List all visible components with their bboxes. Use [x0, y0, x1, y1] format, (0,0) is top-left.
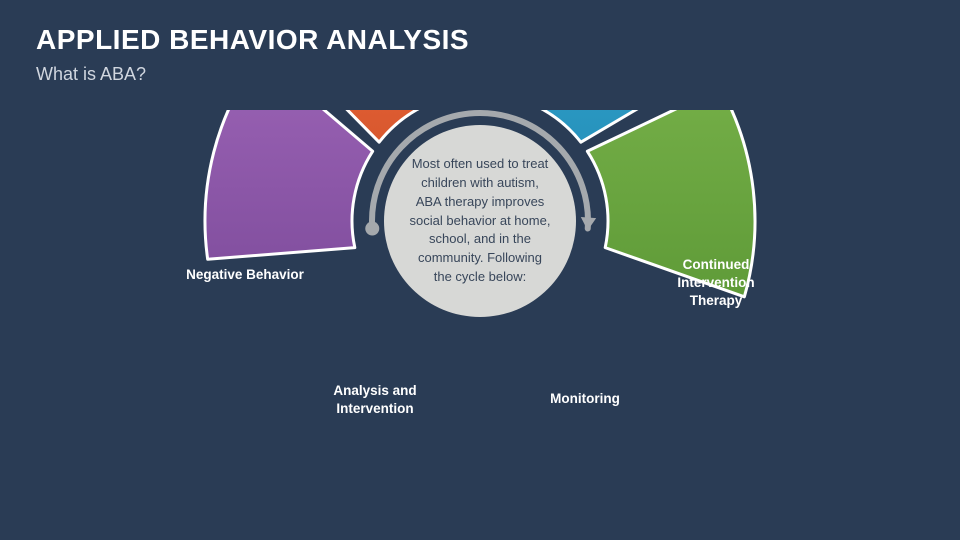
header: APPLIED BEHAVIOR ANALYSIS What is ABA?: [36, 24, 469, 85]
page-title: APPLIED BEHAVIOR ANALYSIS: [36, 24, 469, 56]
segment-label-2: Monitoring: [525, 390, 645, 408]
center-text: Most often used to treat children with a…: [408, 155, 552, 287]
cycle-diagram: Most often used to treat children with a…: [130, 110, 830, 530]
segment-label-3: Continued Intervention Therapy: [656, 256, 776, 311]
segment-label-0: Negative Behavior: [185, 266, 305, 284]
segment-label-1: Analysis and Intervention: [315, 382, 435, 418]
segment-0: [205, 110, 373, 259]
cycle-start-dot: [365, 222, 379, 236]
cycle-arrowhead-icon: [581, 217, 596, 231]
center-circle: Most often used to treat children with a…: [384, 125, 576, 317]
page-subtitle: What is ABA?: [36, 64, 469, 85]
